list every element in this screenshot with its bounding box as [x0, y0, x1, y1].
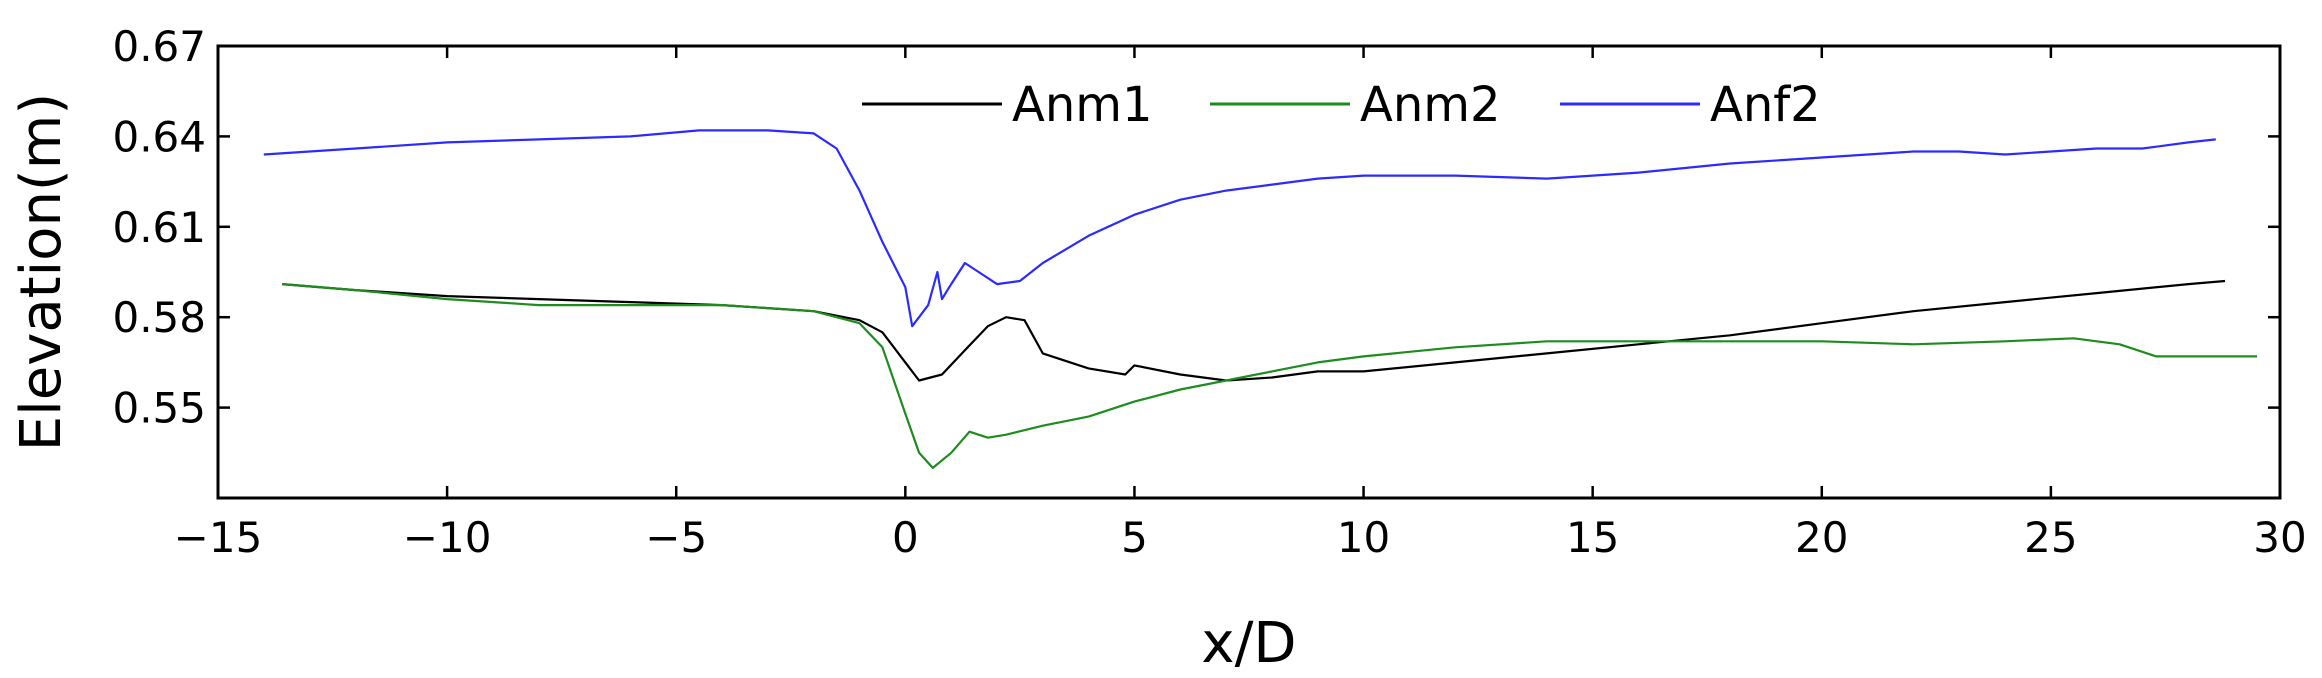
x-tick-label: 15 — [1566, 513, 1619, 562]
y-tick-label: 0.55 — [112, 384, 206, 433]
y-tick-label: 0.64 — [112, 112, 206, 161]
legend-label-anm1: Anm1 — [1012, 77, 1153, 133]
x-tick-label: 30 — [2253, 513, 2306, 562]
legend-label-anf2: Anf2 — [1710, 77, 1821, 133]
series-layer — [263, 129, 2258, 469]
y-tick-label: 0.67 — [112, 22, 206, 71]
series-line-anm1 — [282, 279, 2226, 382]
x-tick-label: −5 — [645, 513, 707, 562]
y-tick-label: 0.61 — [112, 203, 206, 252]
x-tick-label: −10 — [403, 513, 492, 562]
y-axis-title: Elevation(m) — [9, 93, 74, 451]
y-tick-label: 0.58 — [112, 293, 206, 342]
x-tick-label: 25 — [2024, 513, 2077, 562]
series-line-anf2 — [263, 129, 2216, 328]
x-axis-title: x/D — [1201, 611, 1296, 676]
ticks-layer: −15 −10 −5 0 5 10 15 20 25 30 0.55 0.58 0.61 0.64 0.67 — [112, 22, 2306, 562]
x-tick-label: 10 — [1337, 513, 1390, 562]
x-tick-label: 0 — [892, 513, 919, 562]
x-tick-label: 5 — [1121, 513, 1148, 562]
plot-frame — [216, 44, 2282, 500]
x-tick-label: 20 — [1795, 513, 1848, 562]
legend-label-anm2: Anm2 — [1360, 77, 1501, 133]
series-line-anm2 — [282, 283, 2258, 469]
x-tick-label: −15 — [174, 513, 263, 562]
legend: Anm1 Anm2 Anf2 — [862, 77, 1821, 133]
